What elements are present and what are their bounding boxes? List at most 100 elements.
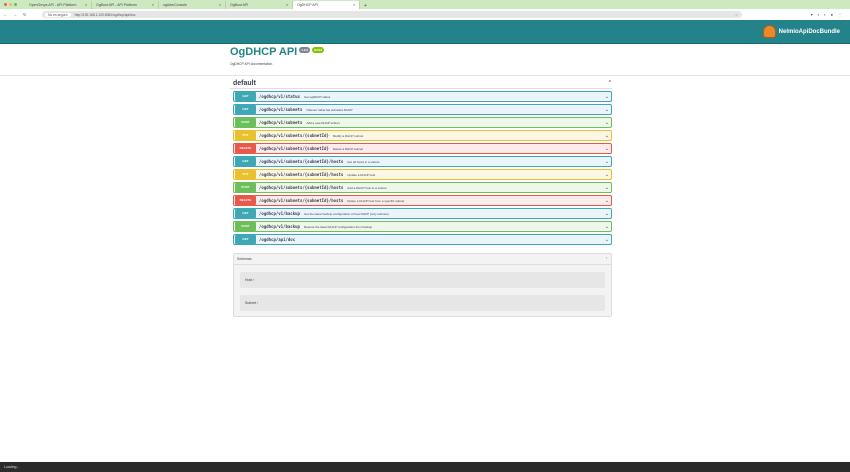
method-badge: GET — [235, 209, 256, 218]
address-bar[interactable]: No es seguro http://192.168.1.120:8081/og… — [42, 11, 742, 18]
chevron-up-icon[interactable]: ⌃ — [605, 257, 608, 261]
tab-title: OpenGnsys API - API Platform — [29, 3, 77, 7]
schema-model[interactable]: Subnet › — [240, 295, 605, 311]
operation-path: /ogdhcp/v1/backup — [259, 224, 300, 229]
section-default-header[interactable]: default ⌃ — [230, 80, 612, 89]
browser-tab[interactable]: ogAdmConsole × — [159, 1, 226, 9]
chevron-down-icon[interactable]: ⌄ — [604, 184, 609, 191]
address-toolbar: ← → ↻ No es seguro http://192.168.1.120:808… — [0, 9, 850, 20]
method-badge: GET — [235, 105, 256, 114]
extension-icon[interactable]: ▪ — [824, 12, 826, 17]
browser-tab[interactable]: OgDHCP API × — [293, 1, 360, 9]
operation-summary: Delete a DHCP host from a specific subne… — [347, 198, 405, 203]
tab-title: OgDHCP API — [297, 3, 318, 7]
chevron-down-icon[interactable]: ⌄ — [604, 158, 609, 165]
swagger-topbar: NelmioApiDocBundle — [0, 20, 850, 44]
browser-tab[interactable]: OgBoot API - API Platform × — [92, 1, 159, 9]
menu-icon[interactable]: ⋮ — [838, 12, 842, 17]
profile-avatar[interactable]: ● — [830, 12, 833, 17]
tab-title: ogAdmConsole — [163, 3, 187, 7]
schemas-header[interactable]: Schemas ⌃ — [234, 254, 611, 265]
operation-row[interactable]: POST/ogdhcp/v1/subnets Add a new DHCP sub… — [233, 117, 612, 128]
operation-path: /ogdhcp/v1/subnets/{subnetId}/hosts — [259, 159, 344, 164]
close-tab-icon[interactable]: × — [218, 3, 221, 7]
chevron-down-icon[interactable]: ⌄ — [604, 93, 609, 100]
bookmark-star-icon[interactable]: ☆ — [735, 12, 738, 17]
chevron-down-icon[interactable]: ⌄ — [604, 210, 609, 217]
operation-summary: Add a DHCP host to a subnet — [347, 185, 387, 190]
url-text: http://192.168.1.120:8081/ogdhcp/api/doc — [74, 12, 136, 17]
browser-tab[interactable]: OgBoot API × — [226, 1, 293, 9]
oas-badge: OAS3 — [311, 47, 325, 53]
schemas-section: Schemas ⌃ Host › Subnet › — [233, 253, 612, 317]
operation-summary: Add a new DHCP subnet — [306, 120, 340, 125]
chevron-down-icon[interactable]: ⌄ — [604, 223, 609, 230]
method-badge: POST — [235, 183, 256, 192]
operation-path: /ogdhcp/v1/subnets/{subnetId}/hosts — [259, 172, 344, 177]
operation-row[interactable]: GET/ogdhcp/v1/subnets Obtener todas las s… — [233, 104, 612, 115]
operation-path: /ogdhcp/v1/subnets — [259, 107, 303, 112]
method-badge: PUT — [235, 170, 256, 179]
chevron-down-icon[interactable]: ⌄ — [604, 145, 609, 152]
method-badge: GET — [235, 92, 256, 101]
operation-row[interactable]: POST/ogdhcp/v1/subnets/{subnetId}/hosts A… — [233, 182, 612, 193]
window-controls[interactable] — [4, 3, 17, 6]
operation-summary: Get ogDHCP status — [303, 94, 331, 99]
new-tab-button[interactable]: + — [364, 3, 367, 9]
operation-row[interactable]: DELETE/ogdhcp/v1/subnets/{subnetId} Delet… — [233, 143, 612, 154]
tab-title: OgBoot API - API Platform — [96, 3, 137, 7]
chevron-down-icon[interactable]: ⌄ — [604, 132, 609, 139]
method-badge: GET — [235, 235, 256, 244]
method-badge: DELETE — [235, 144, 256, 153]
operation-path: /ogdhcp/v1/backup — [259, 211, 300, 216]
operation-summary: Get the latest backup configuration of K… — [303, 211, 389, 216]
operation-summary: Modify a DHCP subnet — [332, 133, 364, 138]
operation-row[interactable]: PUT/ogdhcp/v1/subnets/{subnetId} Modify a… — [233, 130, 612, 141]
logo-image — [762, 25, 776, 38]
api-docs: OgDHCP API 1.0.0 OAS3 OgDHCP API documenta… — [0, 44, 850, 317]
extension-icon[interactable]: ▾ — [810, 12, 813, 17]
operation-row[interactable]: GET/ogdhcp/v1/status Get ogDHCP status ⌄ — [233, 91, 612, 102]
operation-path: /ogdhcp/v1/subnets/{subnetId} — [259, 146, 329, 151]
operation-path: /ogdhcp/v1/subnets/{subnetId} — [259, 133, 329, 138]
logo: NelmioApiDocBundle — [762, 25, 840, 38]
operation-row[interactable]: GET/ogdhcp/api/doc ⌄ — [233, 234, 612, 245]
chevron-down-icon[interactable]: ⌄ — [604, 119, 609, 126]
back-icon[interactable]: ← — [3, 12, 7, 17]
tab-title: OgBoot API — [230, 3, 249, 7]
operation-row[interactable]: POST/ogdhcp/v1/backup Restore the latest … — [233, 221, 612, 232]
reload-icon[interactable]: ↻ — [23, 12, 27, 17]
operation-path: /ogdhcp/v1/subnets/{subnetId}/hosts — [259, 185, 344, 190]
close-tab-icon[interactable]: × — [352, 3, 355, 7]
extension-icon[interactable]: ▪ — [817, 12, 820, 17]
section-title: default — [233, 80, 256, 87]
operation-summary: Update a DHCP host — [347, 172, 376, 177]
schema-model[interactable]: Host › — [240, 272, 605, 288]
method-badge: GET — [235, 157, 256, 166]
divider — [0, 75, 850, 76]
close-tab-icon[interactable]: × — [285, 3, 288, 7]
operation-row[interactable]: PUT/ogdhcp/v1/subnets/{subnetId}/hosts Up… — [233, 169, 612, 180]
operation-summary: Obtener todas las subredes DHCP — [306, 107, 353, 112]
security-chip[interactable]: No es seguro — [45, 12, 71, 17]
chevron-down-icon[interactable]: ⌄ — [604, 171, 609, 178]
operation-summary: Restore the latest DHCP configuration fr… — [303, 224, 373, 229]
chevron-up-icon[interactable]: ⌃ — [607, 80, 612, 86]
chevron-down-icon[interactable]: ⌄ — [604, 197, 609, 204]
logo-text: NelmioApiDocBundle — [778, 28, 840, 35]
version-badge: 1.0.0 — [299, 47, 310, 53]
browser-tab[interactable]: OpenGnsys API - API Platform × — [25, 1, 92, 9]
operation-row[interactable]: DELETE/ogdhcp/v1/subnets/{subnetId}/host… — [233, 195, 612, 206]
operation-row[interactable]: GET/ogdhcp/v1/backup Get the latest backu… — [233, 208, 612, 219]
operation-path: /ogdhcp/v1/subnets/{subnetId}/hosts — [259, 198, 344, 203]
operation-row[interactable]: GET/ogdhcp/v1/subnets/{subnetId}/hosts Ge… — [233, 156, 612, 167]
operation-path: /ogdhcp/api/doc — [259, 237, 296, 242]
chevron-down-icon[interactable]: ⌄ — [604, 236, 609, 243]
extensions: ▾ ▪ ▪ ● ⋮ — [811, 12, 842, 17]
chevron-down-icon[interactable]: ⌄ — [604, 106, 609, 113]
close-tab-icon[interactable]: × — [151, 3, 154, 7]
close-tab-icon[interactable]: × — [84, 3, 87, 7]
forward-icon[interactable]: → — [13, 12, 17, 17]
operation-summary: Get all hosts in a subnet — [347, 159, 380, 164]
chevron-right-icon: › — [257, 301, 259, 305]
